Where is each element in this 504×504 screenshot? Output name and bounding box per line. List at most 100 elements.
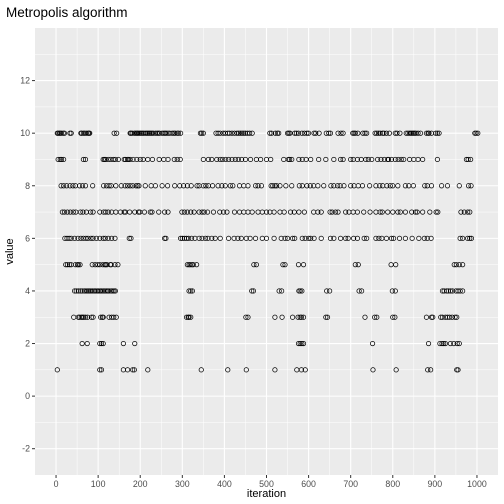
x-tick-label: 700: [343, 479, 358, 489]
data-point: [128, 235, 134, 241]
data-point: [203, 183, 209, 189]
y-tick-label: 4: [25, 286, 30, 296]
data-point: [424, 235, 430, 241]
data-point: [199, 209, 205, 215]
data-point: [465, 209, 471, 215]
y-tick-label: 0: [25, 391, 30, 401]
data-point: [214, 156, 220, 163]
data-point: [326, 130, 332, 136]
x-tick-label: 500: [259, 479, 274, 489]
data-point: [315, 209, 321, 215]
data-point: [190, 262, 196, 268]
data-point: [114, 130, 120, 136]
data-point: [200, 156, 206, 163]
data-point: [370, 367, 376, 373]
data-point: [397, 209, 403, 215]
data-point: [127, 156, 133, 163]
data-point: [142, 183, 148, 189]
data-point: [132, 209, 138, 215]
data-point: [308, 156, 314, 163]
data-point: [327, 209, 333, 215]
data-point: [447, 288, 454, 294]
data-point: [329, 209, 335, 215]
data-point: [289, 156, 295, 163]
data-point: [277, 183, 283, 189]
data-point: [63, 262, 69, 268]
data-point: [354, 235, 360, 241]
data-point: [430, 314, 436, 320]
data-point: [120, 340, 126, 347]
data-point: [112, 156, 118, 163]
data-point: [186, 235, 192, 241]
data-point: [172, 183, 178, 189]
data-point: [217, 209, 223, 215]
data-point: [300, 314, 307, 320]
data-points: [54, 130, 481, 373]
data-point: [390, 209, 396, 215]
data-point: [296, 209, 302, 215]
data-point: [402, 235, 408, 241]
data-point: [295, 314, 301, 320]
data-point: [83, 130, 89, 136]
data-point: [212, 235, 218, 241]
data-point: [300, 340, 307, 347]
data-point: [331, 235, 337, 241]
data-point: [222, 183, 228, 189]
data-point: [383, 130, 390, 136]
x-tick-label: 600: [301, 479, 316, 489]
x-axis-title: iteration: [247, 488, 286, 500]
data-point: [93, 235, 100, 241]
data-point: [177, 156, 183, 163]
data-point: [113, 183, 119, 189]
data-point: [183, 235, 190, 241]
data-point: [239, 130, 245, 136]
data-point: [296, 183, 302, 189]
data-point: [377, 130, 383, 136]
data-point: [378, 156, 384, 163]
data-point: [54, 367, 60, 373]
data-point: [390, 183, 396, 189]
data-point: [165, 183, 171, 189]
data-point: [87, 209, 94, 215]
data-point: [444, 288, 450, 294]
data-point: [97, 340, 103, 347]
data-point: [327, 130, 334, 136]
data-point: [75, 262, 81, 268]
data-point: [150, 130, 156, 136]
y-tick-label: 8: [25, 181, 30, 191]
x-tick-label: 300: [175, 479, 190, 489]
data-point: [321, 183, 327, 189]
data-point: [263, 209, 270, 215]
x-tick-label: 1000: [467, 479, 487, 489]
data-point: [198, 367, 204, 373]
data-point: [338, 235, 344, 241]
data-point: [210, 183, 216, 189]
data-point: [299, 130, 305, 136]
data-point: [82, 156, 89, 163]
data-point: [337, 183, 343, 189]
data-point: [225, 367, 231, 373]
data-point: [361, 209, 367, 215]
data-point: [215, 183, 221, 189]
data-point: [279, 288, 285, 294]
data-point: [311, 235, 317, 241]
data-point: [71, 288, 78, 294]
data-point: [316, 130, 322, 136]
data-point: [386, 130, 392, 136]
data-point: [271, 235, 277, 241]
data-point: [61, 183, 67, 189]
data-point: [354, 156, 360, 163]
data-point: [80, 156, 86, 163]
data-point: [90, 314, 96, 320]
data-point: [219, 183, 225, 189]
data-point: [452, 314, 458, 320]
data-point: [324, 288, 330, 294]
data-point: [141, 209, 148, 215]
data-point: [201, 209, 207, 215]
data-point: [217, 235, 223, 241]
data-point: [101, 183, 107, 189]
data-point: [113, 314, 119, 320]
data-point: [179, 209, 185, 215]
data-point: [381, 130, 387, 136]
y-axis: -2 0 2 4 6 8 10 12: [20, 76, 35, 454]
